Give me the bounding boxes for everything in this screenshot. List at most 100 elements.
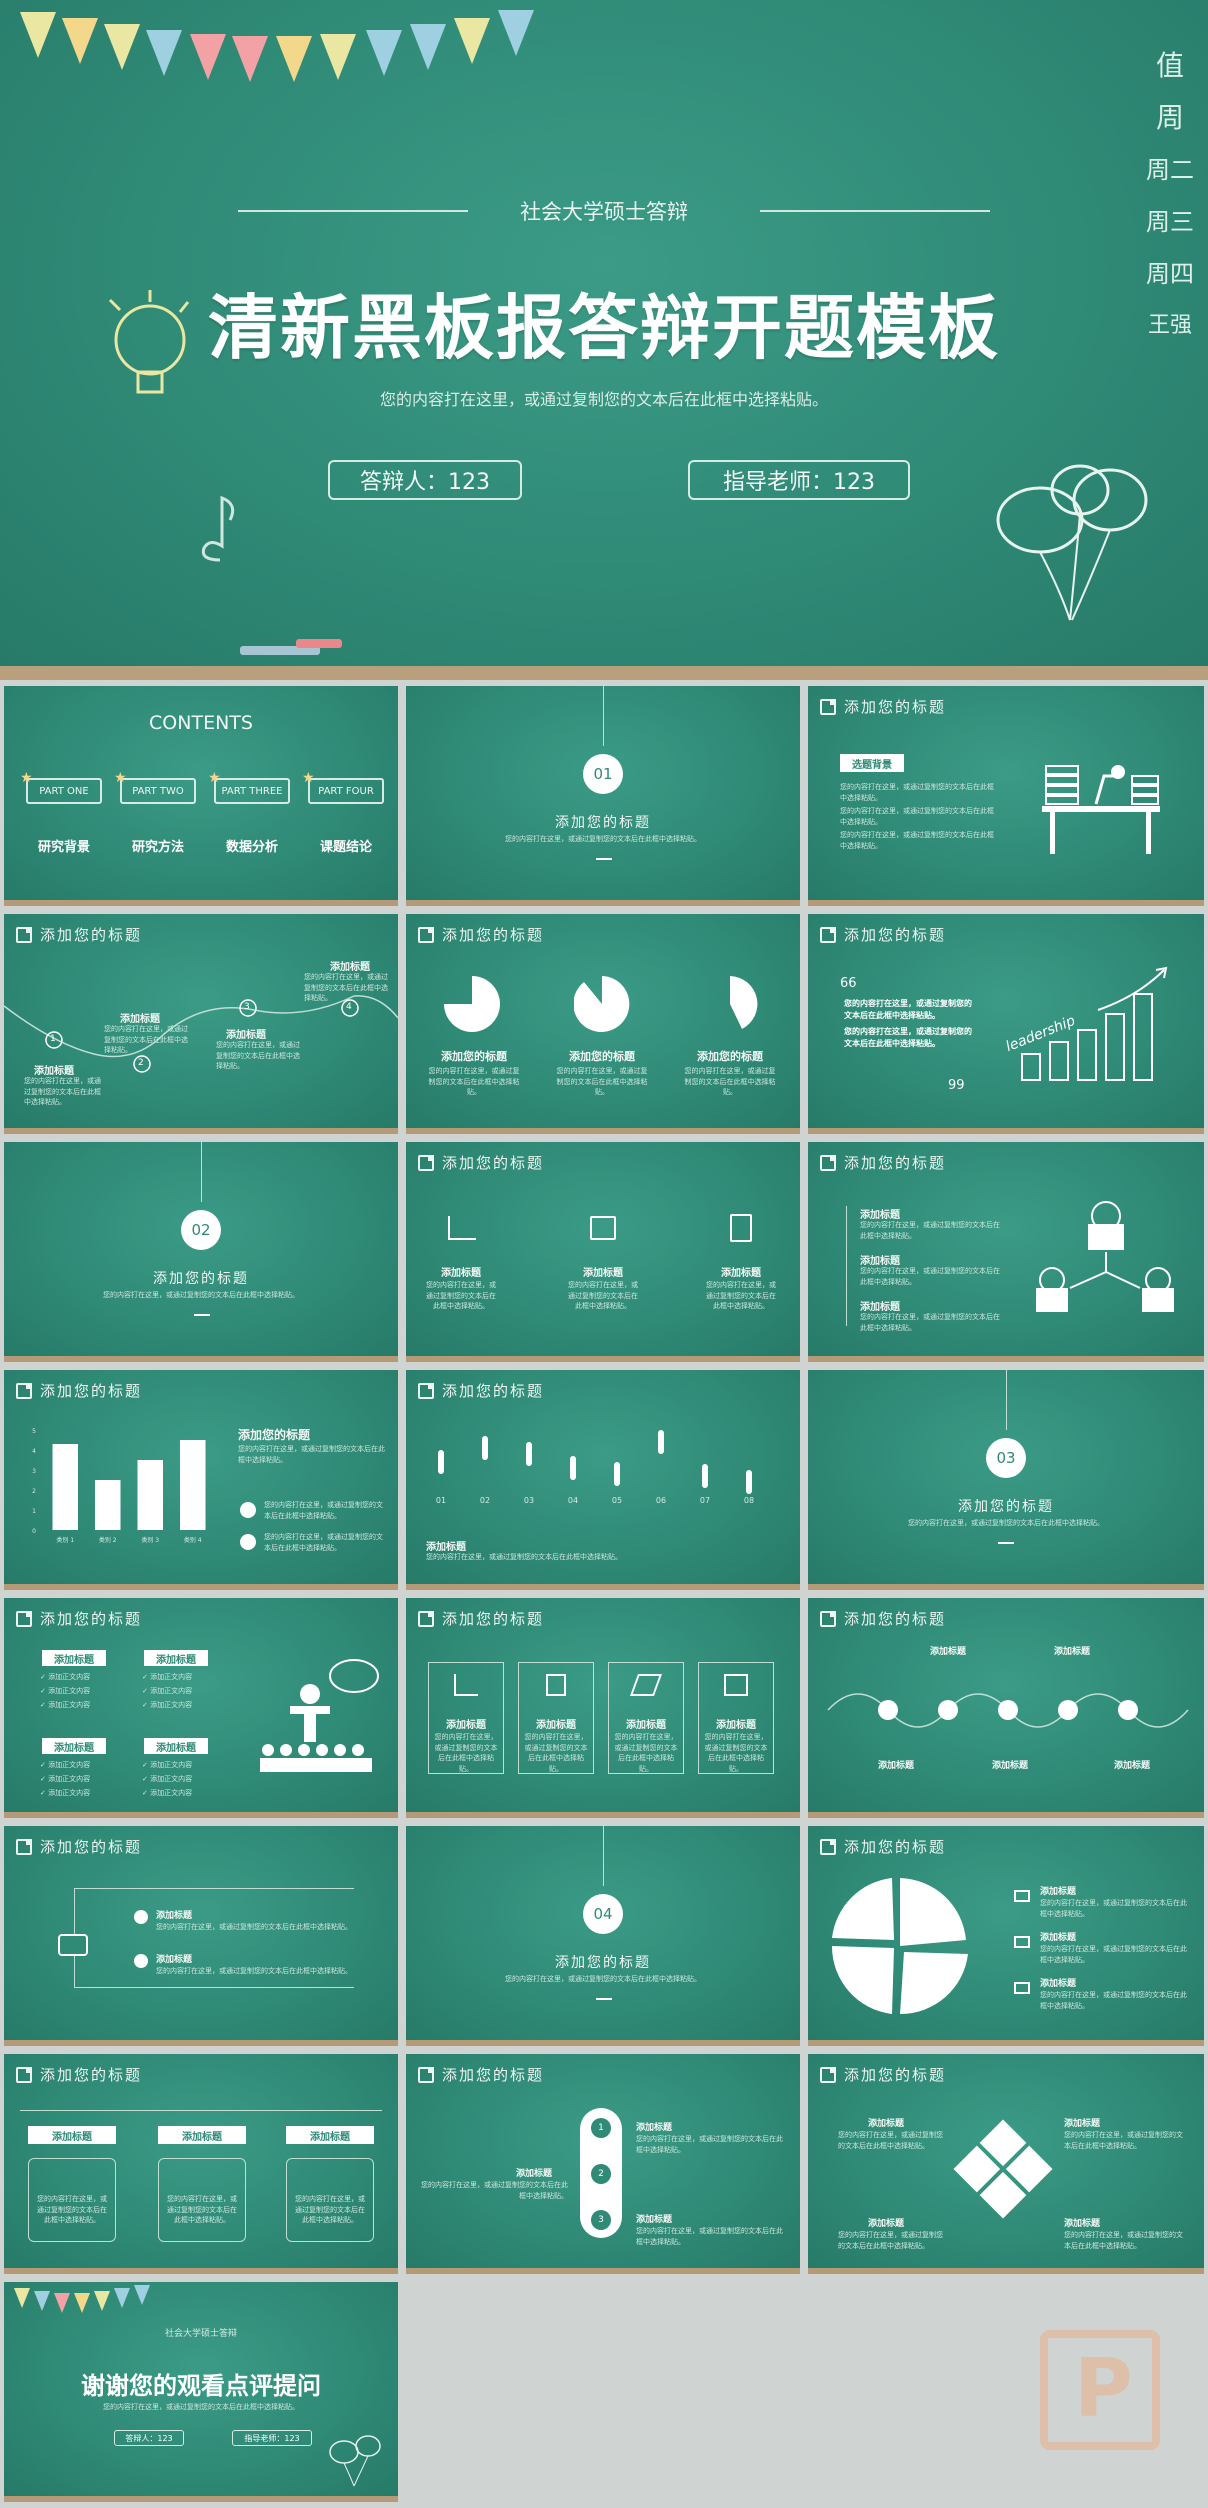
bar: [52, 1444, 78, 1530]
advisor-pill: 指导老师：123: [688, 460, 910, 500]
growth-chart-icon: [1021, 966, 1168, 1081]
section-number: 04: [583, 1894, 623, 1934]
timeline-slide[interactable]: 添加您的标题 1 2 3 4 添加标题 您的内容打在这里，或通过复制您的文本后在…: [4, 914, 398, 1134]
step-4: 4: [346, 1002, 352, 1012]
x-tick-label: 类别 3: [141, 1536, 159, 1544]
closing-slide[interactable]: 社会大学硕士答辩 谢谢您的观看点评提问 您的内容打在这里，或通过复制您的文本后在…: [4, 2282, 398, 2502]
part-two: PART TWO: [120, 778, 196, 804]
candle-label: 08: [743, 1496, 755, 1505]
section-number: 03: [986, 1438, 1026, 1478]
three-cards-slide[interactable]: 添加您的标题 添加标题 添加标题 添加标题 您的内容打在这里，或通过复制您的文本…: [4, 2054, 398, 2274]
candle-label: 01: [435, 1496, 447, 1505]
bar: [180, 1440, 206, 1530]
candles-slide[interactable]: 添加您的标题 01 02 03 04 05 06 07 08 添加标题 您的内容打在这里，或通…: [406, 1370, 800, 1590]
defender-pill: 答辩人：123: [328, 460, 522, 500]
background-slide[interactable]: 添加您的标题 选题背景 您的内容打在这里，或通过复制您的文本后在此框中选择粘贴。…: [808, 686, 1204, 906]
slide-logo-icon: [820, 698, 836, 715]
bracket-slide[interactable]: 添加您的标题 添加标题 您的内容打在这里，或通过复制您的文本后在此框中选择粘贴。…: [4, 1826, 398, 2046]
drawing-icon: [724, 1674, 748, 1696]
contents-slide[interactable]: CONTENTS PART ONE PART TWO PART THREE PA…: [4, 686, 398, 906]
candle-bar: [526, 1442, 532, 1466]
icon-bullet: [240, 1534, 256, 1550]
closing-subtitle: 社会大学硕士答辩: [164, 2329, 237, 2339]
candle-bar: [570, 1456, 576, 1480]
watermark-logo: [1040, 2330, 1160, 2450]
x-tick-label: 类别 4: [184, 1536, 202, 1544]
diamond-slide[interactable]: 添加您的标题 添加标题 您的内容打在这里，或通过复制您的文本后在此框中选择粘贴。…: [808, 2054, 1204, 2274]
chart-icon: [454, 1674, 478, 1696]
x-tick-label: 类别 2: [99, 1536, 117, 1544]
star-icon: ★: [114, 770, 127, 786]
y-tick-label: 4: [32, 1448, 36, 1455]
timeline-curve: [4, 995, 398, 1073]
part-one: PART ONE: [26, 778, 102, 804]
bar-chart: 0 1 2 3 4 5 类别 1 类别 2 类别 3 类别 4: [32, 1428, 206, 1544]
candle-bar: [658, 1430, 664, 1454]
bullet-icon: [134, 1954, 148, 1968]
balloons-icon: [996, 464, 1148, 621]
section-01-slide[interactable]: 01 添加您的标题 您的内容打在这里，或通过复制您的文本后在此框中选择粘贴。: [406, 686, 800, 906]
candle-label: 02: [479, 1496, 491, 1505]
bar: [95, 1480, 121, 1530]
pie-icons-slide[interactable]: 添加您的标题 添加您的标题 您的内容打在这里，或通过复制您的文本后在此框中选择粘…: [406, 914, 800, 1134]
readers-slide[interactable]: 添加您的标题 添加标题 您的内容打在这里，或通过复制您的文本后在此框中选择粘贴。…: [808, 1142, 1204, 1362]
checklist-slide[interactable]: 添加您的标题 添加标题 添加标题 添加标题 添加标题 ✓ 添加正文内容 ✓ 添加…: [4, 1598, 398, 1818]
candle-bar: [702, 1464, 708, 1488]
home-icon: [1014, 1982, 1030, 1994]
hero-slide[interactable]: 值 周 周二 周三 周四 王强 社会大学硕士答辩 清新黑板报答辩开题模板 您的内…: [0, 0, 1208, 680]
three-icons-slide[interactable]: 添加您的标题 添加标题 您的内容打在这里，或通过复制您的文本后在此框中选择粘贴。…: [406, 1142, 800, 1362]
pie-icon: [730, 976, 758, 1029]
part-three: PART THREE: [214, 778, 290, 804]
music-note-icon: [201, 495, 235, 562]
wave-timeline-slide[interactable]: 添加您的标题 添加标题 添加标题 添加标题 添加标题 添加标题: [808, 1598, 1204, 1818]
section-title: 添加您的标题: [555, 815, 651, 831]
hero-subtitle: 社会大学硕士答辩: [520, 200, 688, 224]
subtitle-line-left: [238, 210, 468, 212]
star-icon: ★: [302, 770, 315, 786]
star-icon: ★: [208, 770, 221, 786]
candle-label: 05: [611, 1496, 623, 1505]
readers-network-icon: [1036, 1201, 1174, 1312]
closing-defender: 答辩人：123: [114, 2430, 184, 2446]
part-four: PART FOUR: [308, 778, 384, 804]
candle-label: 07: [699, 1496, 711, 1505]
candle-bar: [482, 1436, 488, 1460]
desk-icon: [1042, 765, 1160, 854]
section-desc: 您的内容打在这里，或通过复制您的文本后在此框中选择粘贴。: [505, 835, 701, 843]
section-02-slide[interactable]: 02 添加您的标题 您的内容打在这里，或通过复制您的文本后在此框中选择粘贴。: [4, 1142, 398, 1362]
book-icon: [590, 1216, 616, 1240]
quote-close: 99: [948, 1078, 965, 1093]
candle-bar: [438, 1450, 444, 1474]
folder-icon: [1014, 1936, 1030, 1948]
section-number: 01: [583, 754, 623, 794]
pie-icon: [574, 976, 630, 1032]
capsule-slide[interactable]: 添加您的标题 1 2 3 添加标题 您的内容打在这里，或通过复制您的文本后在此框…: [406, 2054, 800, 2274]
four-boxes-slide[interactable]: 添加您的标题 添加标题 您的内容打在这里，或通过复制您的文本后在此框中选择粘贴。…: [406, 1598, 800, 1818]
background-chip: 选题背景: [840, 754, 904, 772]
closing-advisor: 指导老师：123: [232, 2430, 312, 2446]
quote-open: 66: [840, 976, 857, 991]
diamond-grid-icon: [953, 2119, 1053, 2219]
step-1: 1: [50, 1034, 56, 1044]
y-tick-label: 3: [32, 1468, 36, 1475]
section-04-slide[interactable]: 04 添加您的标题 您的内容打在这里，或通过复制您的文本后在此框中选择粘贴。: [406, 1826, 800, 2046]
bar-chart-slide[interactable]: 添加您的标题 0 1 2 3 4 5 类别 1 类别 2 类别 3 类别 4 添加您的标题 您的内…: [4, 1370, 398, 1590]
leadership-slide[interactable]: 添加您的标题 66 您的内容打在这里，或通过复制您的文本后在此框中选择粘贴。 您…: [808, 914, 1204, 1134]
hero-description: 您的内容打在这里，或通过复制您的文本后在此框中选择粘贴。: [379, 390, 828, 409]
slide-title: 添加您的标题: [844, 698, 947, 716]
pie-list-slide[interactable]: 添加您的标题 添加标题 您的内容打在这里，或通过复制您的文本后在此框中选择粘贴。…: [808, 1826, 1204, 2046]
segmented-pie-icon: [831, 1878, 968, 2015]
wave-line: [827, 1693, 1189, 1728]
candle-bar: [746, 1470, 752, 1494]
speaker-audience-icon: [260, 1659, 379, 1772]
candle-label: 03: [523, 1496, 535, 1505]
calculator-icon: [730, 1214, 752, 1242]
bar: [137, 1460, 163, 1530]
contents-label-1: 研究背景: [37, 840, 90, 855]
y-tick-label: 2: [32, 1488, 36, 1495]
group-icon: [58, 1934, 88, 1956]
section-03-slide[interactable]: 03 添加您的标题 您的内容打在这里，或通过复制您的文本后在此框中选择粘贴。: [808, 1370, 1204, 1590]
balloons-icon: [329, 2435, 381, 2487]
section-number: 02: [181, 1210, 221, 1250]
contents-label-4: 课题结论: [319, 840, 372, 855]
